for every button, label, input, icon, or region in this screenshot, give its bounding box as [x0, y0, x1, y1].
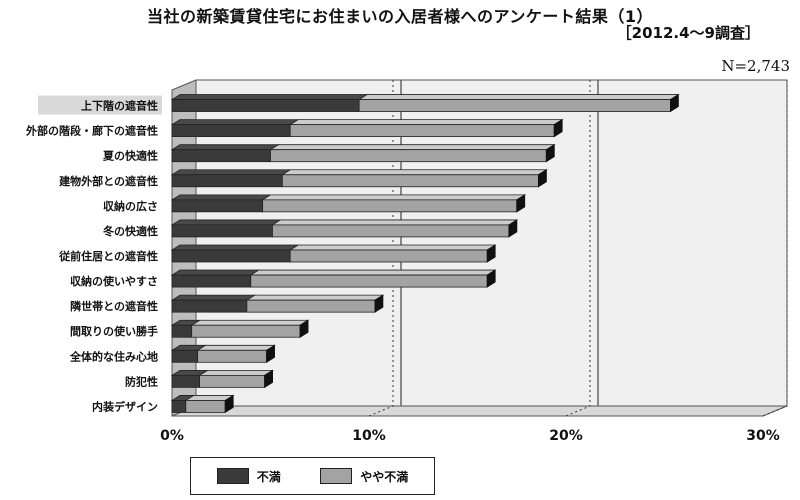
bar-series-0	[171, 199, 264, 213]
bar-top-face	[288, 244, 497, 251]
bar-end-face	[545, 143, 555, 163]
bar-series-0	[171, 324, 193, 338]
category-label: 従前住居との遮音性	[58, 249, 158, 263]
category-label: 夏の快適性	[103, 149, 158, 163]
bar-series-0	[171, 224, 273, 238]
category-label: 間取りの使い勝手	[70, 324, 158, 338]
gridline-floor	[368, 405, 394, 417]
bar-end-face	[264, 369, 273, 389]
bar-series-1	[358, 99, 671, 112]
bar-top-face	[170, 294, 257, 301]
category-label: 収納の使いやすさ	[70, 274, 158, 288]
sample-size-label: N=2,743	[721, 57, 790, 75]
bar-series-0	[171, 274, 252, 288]
bar-top-face	[170, 219, 282, 226]
bar-end-face	[486, 269, 496, 288]
plot-floor	[171, 405, 788, 417]
bar-top-face	[170, 194, 273, 201]
bar-series-0	[171, 99, 360, 112]
bar-end-face	[266, 344, 275, 364]
bar-top-face	[170, 144, 280, 151]
bar-top-face	[170, 269, 261, 276]
bar-top-face	[245, 294, 385, 301]
bar-top-face	[196, 344, 276, 351]
category-label: 防犯性	[125, 374, 158, 388]
category-label: 外部の階段・廊下の遮音性	[25, 124, 158, 138]
category-label: 全体的な住み心地	[69, 349, 158, 363]
x-tick-label: 0%	[160, 428, 184, 444]
bar-top-face	[280, 169, 548, 176]
legend-item-series-0: 不満	[216, 468, 281, 485]
bar-series-1	[250, 274, 488, 288]
bar-series-1	[191, 324, 301, 338]
bar-end-face	[374, 294, 384, 313]
category-label: 上下階の遮音性	[81, 99, 158, 113]
bar-series-0	[171, 149, 271, 163]
bar-series-0	[171, 374, 200, 388]
bar-top-face	[170, 94, 369, 100]
category-label: 建物外部との遮音性	[59, 174, 158, 188]
bar-end-face	[516, 194, 526, 213]
bar-end-face	[299, 319, 309, 338]
bar-top-face	[170, 244, 300, 251]
bar-series-1	[185, 400, 226, 413]
bar-series-1	[289, 124, 555, 138]
bar-top-face	[269, 144, 556, 151]
category-label: 収納の広さ	[103, 199, 158, 213]
bar-end-face	[538, 169, 547, 188]
bar-series-0	[171, 349, 199, 363]
bar-top-face	[198, 369, 274, 376]
bar-series-1	[270, 149, 547, 163]
bar-top-face	[261, 194, 527, 201]
bar-top-face	[249, 269, 497, 276]
bar-end-face	[670, 93, 679, 113]
bar-series-0	[171, 249, 291, 263]
legend-swatch-series-1	[320, 468, 353, 484]
x-tick-label: 30%	[746, 428, 780, 444]
legend-item-series-1: やや不満	[320, 468, 408, 485]
bar-end-face	[224, 394, 234, 414]
bar-top-face	[170, 169, 292, 176]
bar-top-face	[288, 119, 564, 126]
bar-top-face	[190, 319, 310, 326]
gridline-floor	[565, 405, 591, 417]
bar-series-0	[171, 400, 187, 413]
bar-series-1	[281, 174, 539, 188]
legend-label-series-1: やや不満	[360, 469, 409, 484]
chart-subtitle: ［2012.4～9調査］	[616, 24, 760, 42]
bar-series-0	[171, 299, 248, 313]
bar-top-face	[271, 219, 519, 226]
bar-series-0	[171, 124, 291, 138]
x-tick-label: 10%	[352, 428, 386, 444]
bar-end-face	[508, 219, 518, 238]
chart-title: 当社の新築賃貸住宅にお住まいの入居者様へのアンケート結果（1）	[147, 7, 653, 26]
bar-series-1	[272, 224, 510, 238]
legend-label-series-0: 不満	[256, 469, 281, 484]
bar-series-1	[289, 249, 488, 263]
bar-end-face	[553, 118, 563, 138]
bar-top-face	[170, 119, 300, 126]
bar-series-0	[171, 174, 283, 188]
category-label: 隣世帯との遮音性	[70, 299, 158, 313]
legend-swatch-series-0	[216, 468, 249, 484]
highlight-label-bg	[38, 95, 162, 115]
category-label: 冬の快適性	[103, 224, 158, 238]
x-tick-label: 20%	[549, 428, 583, 444]
bar-end-face	[486, 244, 496, 263]
legend: 不満 やや不満	[190, 457, 435, 495]
bar-top-face	[357, 94, 680, 100]
bar-series-1	[197, 349, 267, 363]
bar-series-1	[199, 374, 265, 388]
gridline-floor	[762, 405, 788, 417]
bar-series-1	[262, 199, 518, 213]
category-label: 内装デザイン	[92, 399, 158, 413]
bar-series-1	[246, 299, 376, 313]
